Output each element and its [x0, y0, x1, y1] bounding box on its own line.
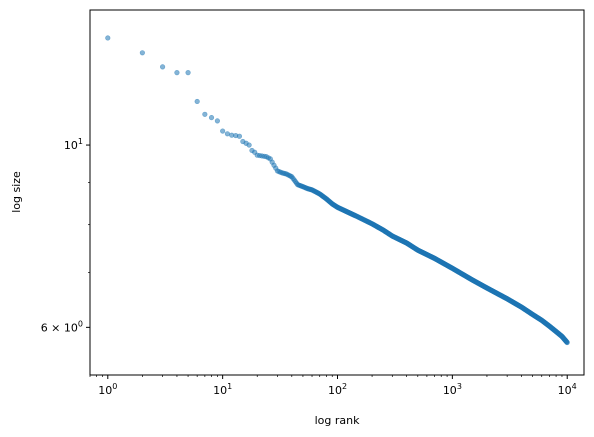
y-axis-label: log size: [10, 171, 23, 213]
data-point: [214, 118, 220, 124]
data-point: [185, 70, 191, 76]
data-point: [159, 64, 166, 70]
data-point: [105, 35, 111, 41]
plot-frame: [89, 9, 585, 376]
data-point: [236, 133, 243, 139]
data-point: [564, 339, 570, 346]
x-axis-label: log rank: [315, 414, 361, 427]
x-tick-label: 104: [558, 382, 577, 397]
data-point: [208, 114, 215, 121]
x-tick-label: 100: [98, 382, 117, 397]
x-tick-label: 103: [443, 382, 462, 397]
y-tick-label: 101: [64, 137, 83, 152]
data-point: [202, 111, 208, 117]
data-points: [105, 35, 570, 346]
plot-area-background: [90, 10, 584, 375]
data-point: [194, 98, 200, 105]
x-axis-ticks: 100 101 102 103 104: [89, 375, 577, 397]
x-tick-label: 101: [213, 382, 232, 397]
data-point: [246, 142, 252, 148]
data-point: [139, 50, 145, 56]
data-point: [220, 128, 226, 134]
data-point: [174, 70, 180, 76]
y-axis-ticks: 101 6 × 100: [41, 137, 90, 334]
y-tick-label: 6 × 100: [41, 319, 83, 334]
x-tick-label: 102: [328, 382, 347, 397]
data-point: [224, 131, 230, 137]
